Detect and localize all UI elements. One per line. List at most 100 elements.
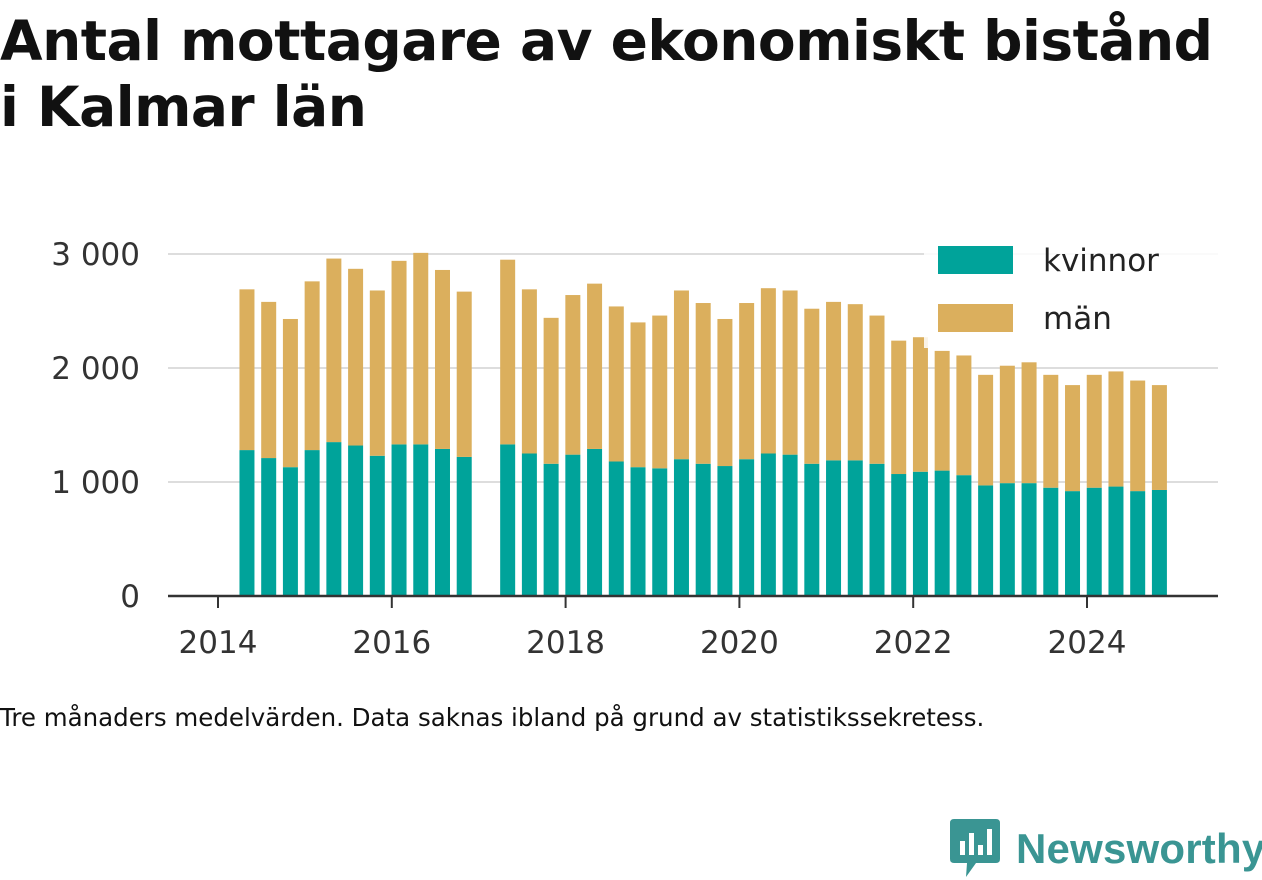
chart-title-line-1: Antal mottagare av ekonomiskt bistånd	[0, 9, 1213, 73]
bar-man	[869, 315, 885, 464]
bar-kvinnor	[760, 453, 776, 596]
bar-kvinnor	[869, 463, 885, 596]
bar-man	[391, 260, 407, 445]
bar-man	[978, 374, 994, 486]
bar-man	[739, 303, 755, 460]
y-tick-label: 2 000	[51, 351, 140, 387]
bar-man	[782, 290, 798, 455]
bar-kvinnor	[1021, 483, 1037, 596]
bar-man	[521, 289, 537, 454]
bar-man	[1086, 374, 1102, 488]
bar-kvinnor	[1065, 491, 1081, 596]
bar-man	[1108, 371, 1124, 487]
bar-man	[326, 258, 342, 443]
bar-man	[673, 290, 689, 460]
bar-man	[369, 290, 385, 456]
bar-man	[760, 288, 776, 454]
bar-kvinnor	[565, 454, 581, 596]
bar-kvinnor	[739, 459, 755, 596]
legend-label-kvinnor: kvinnor	[1043, 243, 1159, 279]
bar-kvinnor	[608, 461, 624, 596]
bar-man	[239, 289, 255, 451]
bar-kvinnor	[695, 463, 711, 596]
legend: kvinnor män	[924, 230, 1226, 348]
newsworthy-logo: Newsworthy	[950, 818, 1262, 880]
bar-kvinnor	[717, 466, 733, 596]
newsworthy-logo-icon	[950, 819, 1000, 877]
bar-kvinnor	[1130, 491, 1146, 596]
bar-man	[956, 355, 972, 476]
bar-kvinnor	[282, 467, 298, 596]
bar-man	[1021, 362, 1037, 484]
bar-kvinnor	[239, 450, 255, 596]
bar-kvinnor	[630, 467, 646, 596]
x-tick-label: 2022	[874, 625, 953, 661]
chart-title: Antal mottagare av ekonomiskt bistånd i …	[0, 8, 1262, 140]
x-tick-label: 2014	[179, 625, 258, 661]
bar-man	[847, 304, 863, 461]
bar-man	[804, 308, 820, 464]
bar-kvinnor	[999, 483, 1015, 596]
bar-kvinnor	[348, 445, 364, 596]
bar-man	[456, 291, 472, 457]
bars	[239, 252, 1167, 596]
x-tick-label: 2018	[526, 625, 605, 661]
bar-man	[717, 318, 733, 467]
bar-man	[999, 365, 1015, 484]
bar-man	[434, 269, 450, 449]
legend-swatch-man	[938, 304, 1013, 332]
bar-man	[891, 340, 907, 475]
bar-man	[912, 337, 928, 472]
bar-kvinnor	[587, 448, 603, 596]
x-tick-label: 2016	[352, 625, 431, 661]
bar-kvinnor	[1043, 487, 1059, 596]
bar-kvinnor	[434, 448, 450, 596]
bar-man	[695, 303, 711, 464]
bar-kvinnor	[304, 450, 320, 596]
y-tick-label: 3 000	[51, 237, 140, 273]
bar-man	[608, 306, 624, 462]
bar-kvinnor	[673, 459, 689, 596]
bar-kvinnor	[804, 463, 820, 596]
bar-kvinnor	[413, 444, 429, 596]
bar-kvinnor	[978, 485, 994, 596]
bar-man	[826, 301, 842, 461]
bar-man	[282, 318, 298, 468]
bar-man	[261, 301, 277, 459]
bar-man	[1151, 385, 1167, 490]
bar-kvinnor	[652, 468, 668, 596]
bar-kvinnor	[1108, 486, 1124, 596]
legend-swatch-kvinnor	[938, 246, 1013, 274]
bar-man	[1130, 380, 1146, 492]
chart-title-line-2: i Kalmar län	[0, 75, 367, 139]
bar-kvinnor	[391, 444, 407, 596]
bar-kvinnor	[934, 470, 950, 596]
bar-man	[348, 268, 364, 446]
bar-man	[1065, 385, 1081, 492]
bar-kvinnor	[369, 455, 385, 596]
chart-caption: Tre månaders medelvärden. Data saknas ib…	[0, 703, 985, 732]
axes: 0 1 000 2 000 3 000 2014 2016 2018 2020 2022 2024	[51, 237, 1218, 661]
bar-man	[934, 350, 950, 471]
x-tick-label: 2020	[700, 625, 779, 661]
bar-kvinnor	[521, 453, 537, 596]
bar-man	[500, 259, 516, 445]
bar-man	[1043, 374, 1059, 488]
y-tick-label: 0	[120, 579, 140, 615]
bar-man	[630, 322, 646, 468]
bar-kvinnor	[1086, 487, 1102, 596]
bar-man	[543, 317, 559, 464]
bar-kvinnor	[956, 475, 972, 596]
x-tick-label: 2024	[1048, 625, 1127, 661]
bar-kvinnor	[826, 460, 842, 596]
bar-kvinnor	[1151, 489, 1167, 596]
bar-man	[413, 252, 429, 445]
bar-man	[565, 295, 581, 455]
bar-kvinnor	[782, 454, 798, 596]
brand-name: Newsworthy	[1016, 825, 1262, 872]
bar-kvinnor	[456, 456, 472, 596]
bar-man	[304, 281, 320, 451]
bar-kvinnor	[261, 458, 277, 596]
bar-kvinnor	[543, 463, 559, 596]
y-tick-label: 1 000	[51, 465, 140, 501]
